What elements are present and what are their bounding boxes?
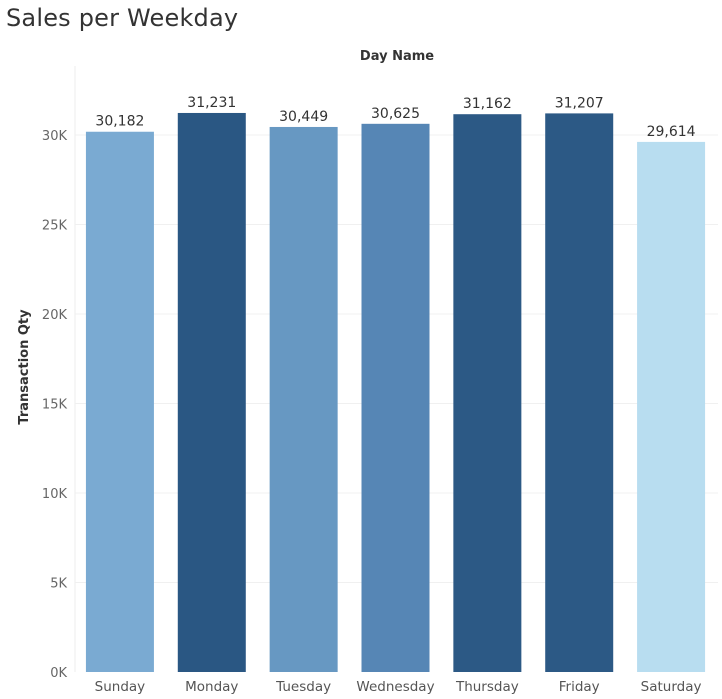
x-tick-label-wednesday: Wednesday	[356, 679, 434, 695]
data-label-tuesday: 30,449	[279, 109, 328, 125]
y-tick-label: 25K	[42, 219, 68, 234]
bars	[85, 112, 706, 673]
x-tick-label-monday: Monday	[185, 679, 238, 695]
bar-saturday	[637, 141, 706, 672]
y-tick-label: 0K	[50, 666, 67, 681]
y-tick-label: 30K	[42, 129, 68, 144]
x-tick-label-tuesday: Tuesday	[275, 679, 331, 695]
y-axis-title: Transaction Qty	[17, 309, 32, 425]
bar-tuesday	[269, 126, 338, 673]
x-tick-label-saturday: Saturday	[641, 679, 702, 695]
data-label-friday: 31,207	[555, 95, 604, 111]
y-tick-label: 5K	[50, 577, 67, 592]
data-label-sunday: 30,182	[95, 114, 144, 130]
x-axis-ticks: Sunday Monday Tuesday Wednesday Thursday Frid…	[95, 679, 702, 695]
y-tick-label: 15K	[42, 398, 68, 413]
bar-monday	[177, 112, 246, 673]
x-tick-label-thursday: Thursday	[455, 679, 519, 695]
data-label-thursday: 31,162	[463, 96, 512, 112]
chart-title: Sales per Weekday	[6, 4, 239, 32]
y-axis-ticks: 0K 5K 10K 15K 20K 25K 30K	[42, 129, 68, 681]
bar-wednesday	[361, 123, 430, 672]
bar-sunday	[85, 131, 154, 673]
x-tick-label-sunday: Sunday	[95, 679, 146, 695]
y-tick-label: 20K	[42, 308, 68, 323]
data-label-monday: 31,231	[187, 95, 236, 111]
y-tick-label: 10K	[42, 487, 68, 502]
x-tick-label-friday: Friday	[559, 679, 600, 695]
data-label-saturday: 29,614	[647, 124, 696, 140]
bar-friday	[545, 113, 614, 672]
data-labels: 30,182 31,231 30,449 30,625 31,162 31,207 29,6…	[95, 95, 695, 140]
x-axis-title: Day Name	[360, 49, 434, 64]
data-label-wednesday: 30,625	[371, 106, 420, 122]
bar-thursday	[453, 114, 522, 673]
